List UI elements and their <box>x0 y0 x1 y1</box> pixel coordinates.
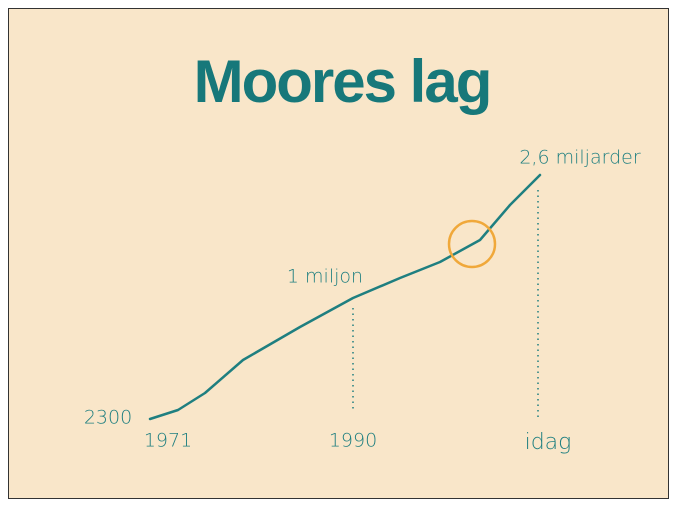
highlight-circle <box>447 219 497 269</box>
time-label: 1971 <box>144 430 192 452</box>
time-label: idag <box>525 430 572 455</box>
time-label: 1990 <box>329 430 377 452</box>
middle-label: 1 miljon <box>287 266 363 288</box>
slide-background <box>8 8 669 499</box>
end-label: 2,6 miljarder <box>519 147 640 169</box>
start-label: 2300 <box>84 407 132 429</box>
title: Moores lag <box>194 48 491 115</box>
